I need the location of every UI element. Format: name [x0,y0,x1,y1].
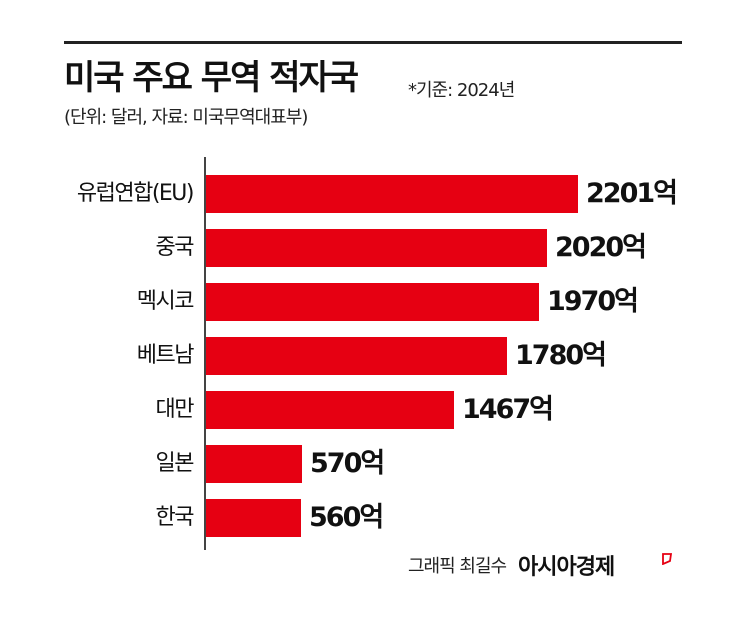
category-label: 멕시코 [136,289,195,314]
chart-subtitle: (단위: 달러, 자료: 미국무역대표부) [64,107,308,128]
category-label: 한국 [155,505,195,530]
bar [206,391,454,429]
category-label: 일본 [155,451,195,476]
value-label: 570억 [310,448,385,479]
bar-row: 멕시코 1970억 [0,283,745,321]
value-label: 560억 [309,502,384,533]
bar-row: 일본 570억 [0,445,745,483]
category-label: 대만 [155,397,195,422]
value-label: 1970억 [547,286,639,317]
graphic-credit: 그래픽 최길수 [408,556,507,577]
bar-row: 대만 1467억 [0,391,745,429]
value-label: 2020억 [555,232,647,263]
bar [206,283,539,321]
chart-title: 미국 주요 무역 적자국 [64,58,359,98]
top-rule [64,41,682,44]
value-label: 2201억 [586,178,678,209]
category-label: 베트남 [136,343,195,368]
bar-row: 유럽연합(EU) 2201억 [0,175,745,213]
value-label: 1467억 [462,394,554,425]
bar [206,337,507,375]
value-label: 1780억 [515,340,607,371]
bar [206,499,301,537]
bar [206,229,547,267]
category-label: 중국 [155,235,195,260]
category-label: 유럽연합(EU) [76,181,195,206]
brand-logo-text: 아시아경제 [518,555,615,580]
red-flag-mark-icon [662,553,672,565]
bar-row: 베트남 1780억 [0,337,745,375]
basis-note: *기준: 2024년 [408,80,515,101]
bar [206,445,302,483]
bar-row: 한국 560억 [0,499,745,537]
y-axis-line [204,157,206,550]
bar-row: 중국 2020억 [0,229,745,267]
bar [206,175,578,213]
